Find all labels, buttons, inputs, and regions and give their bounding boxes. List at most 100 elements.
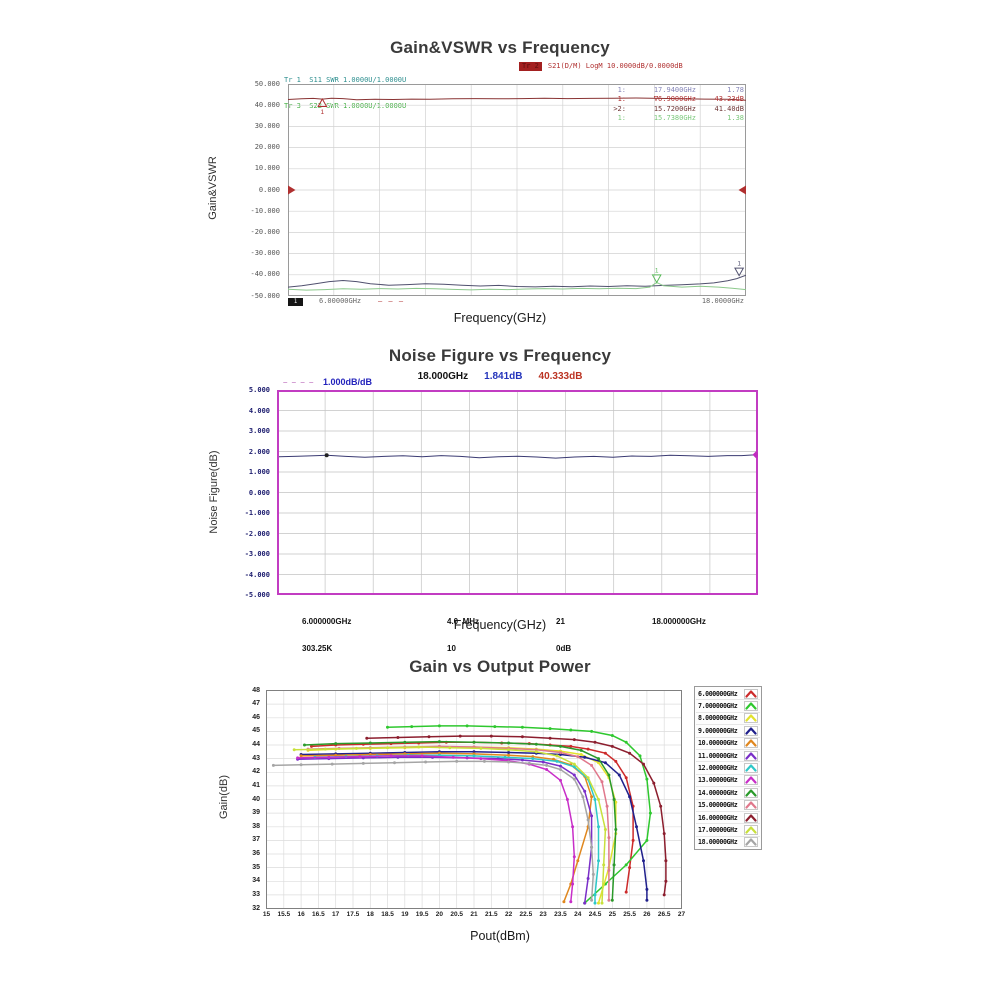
x-tick-label: 20 <box>435 911 444 918</box>
data-point <box>437 724 441 728</box>
ref-level-arrow-right <box>738 185 746 195</box>
data-point <box>628 751 632 755</box>
x-tick-label: 23 <box>539 911 547 918</box>
y-tick-label: 50.000 <box>254 79 280 88</box>
y-tick-label: 20.000 <box>254 143 280 152</box>
chevron-icon <box>745 702 757 710</box>
data-point <box>386 746 389 750</box>
data-point <box>610 734 614 737</box>
data-point <box>292 748 296 752</box>
data-point <box>520 725 524 729</box>
marker-readout: 1: ∇6.9000GHz 43.23dB <box>617 95 744 104</box>
marker-readout: >2: 15.7200GHz 41.40dB <box>613 104 744 113</box>
chevron-icon <box>745 776 757 785</box>
chart2-marker-gain: 40.333dB <box>538 371 583 382</box>
data-point <box>531 757 535 761</box>
data-point <box>503 755 507 759</box>
data-point <box>635 825 638 829</box>
x-tick-label: 22 <box>504 911 513 918</box>
data-point <box>603 751 607 755</box>
chevron-icon <box>745 826 757 834</box>
data-point <box>534 750 538 754</box>
series-line <box>273 760 595 901</box>
data-point <box>642 859 645 863</box>
legend-swatch <box>744 701 758 712</box>
y-tick-label: 0.000 <box>248 488 270 497</box>
data-point <box>586 747 590 751</box>
legend-label: 10.00000GHz <box>698 739 738 748</box>
data-point <box>451 755 455 759</box>
data-point <box>579 753 583 756</box>
series-line <box>297 755 576 902</box>
data-point <box>559 744 562 748</box>
data-point <box>479 757 483 761</box>
data-point <box>576 859 580 863</box>
data-point <box>572 773 576 777</box>
chevron-icon <box>745 727 757 735</box>
data-point <box>572 762 576 766</box>
y-tick-label: -1.000 <box>244 509 270 517</box>
data-point <box>628 795 632 799</box>
data-point <box>361 761 365 765</box>
x-tick-label: 20.5 <box>450 911 464 918</box>
legend-item: 18.00000GHz <box>696 837 760 848</box>
data-point <box>645 887 649 891</box>
data-point <box>389 754 393 758</box>
data-point <box>569 744 573 748</box>
data-point <box>642 762 645 766</box>
chart2-marker-header: 18.000GHz 1.841dB 40.333dB <box>0 371 1000 382</box>
data-point <box>354 746 358 750</box>
chevron-icon <box>745 714 757 723</box>
legend-item: 7.000000GHz <box>696 700 760 713</box>
chart1-y-axis-title: Gain&VSWR <box>207 156 219 220</box>
data-point <box>664 879 668 883</box>
x-tick-label: 21 <box>470 911 478 918</box>
y-tick-label: 4.000 <box>248 406 270 415</box>
data-point <box>590 845 594 849</box>
legend-item: 14.00000GHz <box>696 787 760 800</box>
y-tick-label: -50.000 <box>250 291 280 300</box>
data-point <box>645 898 649 902</box>
data-point <box>472 750 476 754</box>
y-tick-label: 5.000 <box>248 386 270 394</box>
data-point <box>583 789 587 793</box>
chevron-icon <box>745 739 757 747</box>
data-point <box>597 901 600 905</box>
y-tick-label: 41 <box>252 781 260 789</box>
legend-label: 17.00000GHz <box>698 825 738 834</box>
series-line <box>304 740 617 901</box>
data-point <box>614 828 618 831</box>
data-point <box>590 729 594 733</box>
x-tick-label: 25.5 <box>623 911 636 918</box>
data-point <box>334 742 338 746</box>
chart2-bandwidth-group: 4.0 MHz 10 <box>447 599 479 671</box>
data-point <box>559 778 562 782</box>
data-point <box>624 890 628 894</box>
data-point <box>586 877 590 880</box>
data-point <box>607 868 611 872</box>
legend-item: 6.000000GHz <box>696 688 760 701</box>
y-tick-label: 3.000 <box>248 427 270 435</box>
data-point <box>597 825 600 829</box>
data-point <box>571 825 575 829</box>
y-tick-label: -20.000 <box>250 227 280 236</box>
data-point <box>590 763 594 767</box>
data-point <box>489 734 493 738</box>
y-tick-label: 33 <box>252 890 260 898</box>
chart1-start-frequency: 6.00000GHz <box>319 297 362 305</box>
x-tick-label: 21.5 <box>484 911 498 918</box>
plot-border <box>266 690 682 909</box>
chart1-bottom-row: 1 6.00000GHz — — — 18.0000GHz <box>288 297 746 309</box>
legend-label: 7.000000GHz <box>698 702 738 711</box>
data-point <box>548 736 552 740</box>
noise-figure-trace <box>278 454 757 459</box>
plot-marker <box>651 274 662 284</box>
legend-item: 15.00000GHz <box>696 800 760 812</box>
y-tick-label: 37 <box>252 836 260 844</box>
chart1-x-axis-label: Frequency(GHz) <box>453 311 547 325</box>
data-point <box>645 777 649 781</box>
data-point <box>603 761 607 765</box>
data-point <box>600 780 604 784</box>
y-tick-label: -30.000 <box>250 249 280 258</box>
legend-label: 12.00000GHz <box>698 764 738 773</box>
